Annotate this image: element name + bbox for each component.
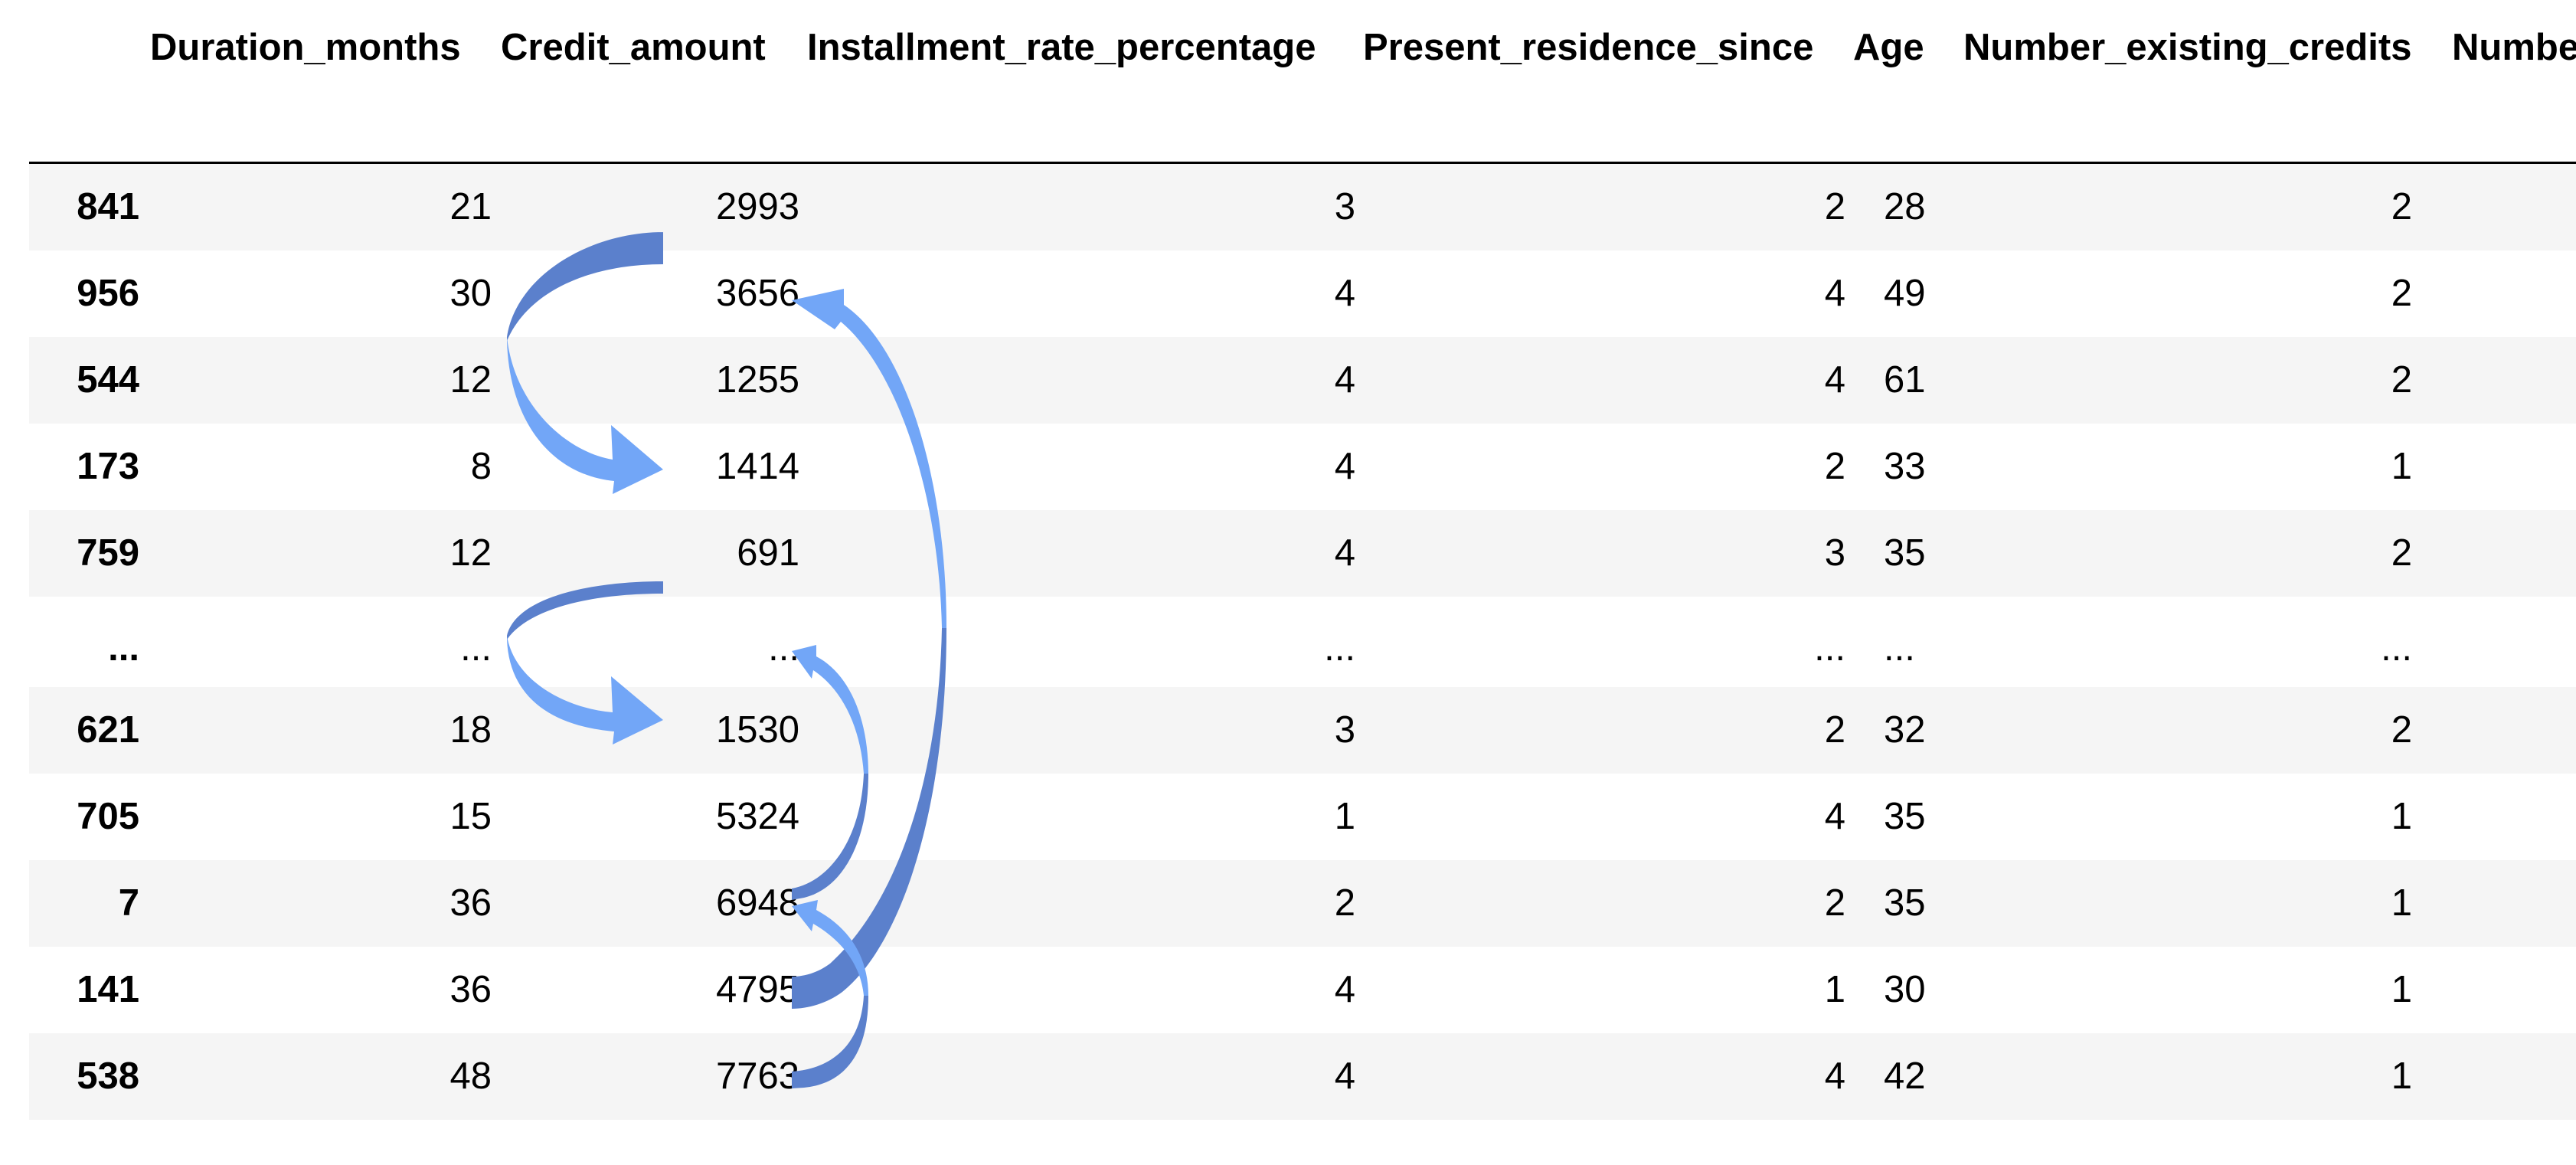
column-header-installment-rate-percentage: Installment_rate_percentage: [807, 27, 1316, 68]
cell-number-existing-credits: ...: [2381, 627, 2412, 669]
cell-age: 28: [1884, 186, 1926, 227]
cell-age: 35: [1884, 882, 1926, 924]
cell-installment-rate-percentage: 3: [1334, 709, 1355, 751]
cell-number-existing-credits: 1: [2391, 882, 2412, 924]
cell-installment-rate-percentage: 4: [1334, 359, 1355, 401]
cell-number-existing-credits: 1: [2391, 1055, 2412, 1097]
cell-credit-amount: 5324: [715, 796, 799, 837]
row-index: 173: [77, 446, 139, 487]
cell-present-residence-since: 4: [1824, 359, 1845, 401]
column-header-number-existing-credits: Number_existing_credits: [1963, 27, 2412, 68]
cell-installment-rate-percentage: 2: [1334, 882, 1355, 924]
cell-present-residence-since: 2: [1824, 882, 1845, 924]
table-row: 173 8 1414 4 2 33 1: [29, 424, 2576, 510]
cell-credit-amount: 3656: [715, 273, 799, 314]
cell-duration-months: 21: [449, 186, 492, 227]
cell-duration-months: 36: [449, 882, 492, 924]
cell-age: 61: [1884, 359, 1926, 401]
cell-duration-months: 12: [449, 359, 492, 401]
table-row: 621 18 1530 3 2 32 2: [29, 687, 2576, 774]
cell-duration-months: 48: [449, 1055, 492, 1097]
cell-present-residence-since: 1: [1824, 969, 1845, 1010]
table-row: 141 36 4795 4 1 30 1: [29, 947, 2576, 1033]
table-row: 841 21 2993 3 2 28 2: [29, 164, 2576, 250]
cell-duration-months: 18: [449, 709, 492, 751]
cell-duration-months: 36: [449, 969, 492, 1010]
cell-credit-amount: ...: [768, 627, 799, 669]
row-index: 841: [77, 186, 139, 227]
table-row: 705 15 5324 1 4 35 1: [29, 774, 2576, 860]
cell-credit-amount: 1414: [715, 446, 799, 487]
row-index: 759: [77, 532, 139, 574]
cell-credit-amount: 2993: [715, 186, 799, 227]
cell-credit-amount: 691: [737, 532, 799, 574]
cell-age: 35: [1884, 796, 1926, 837]
cell-credit-amount: 7763: [715, 1055, 799, 1097]
row-index: 7: [118, 882, 139, 924]
cell-present-residence-since: 2: [1824, 709, 1845, 751]
cell-age: 49: [1884, 273, 1926, 314]
column-header-duration-months: Duration_months: [150, 27, 461, 68]
row-index: 621: [77, 709, 139, 751]
row-index: 705: [77, 796, 139, 837]
cell-age: 33: [1884, 446, 1926, 487]
column-header-credit-amount: Credit_amount: [501, 27, 766, 68]
cell-installment-rate-percentage: 4: [1334, 1055, 1355, 1097]
cell-age: ...: [1884, 627, 1915, 669]
column-header-number-truncated: Numbe: [2452, 27, 2576, 68]
cell-duration-months: 12: [449, 532, 492, 574]
cell-number-existing-credits: 1: [2391, 796, 2412, 837]
header-divider: [29, 162, 2576, 164]
cell-number-existing-credits: 2: [2391, 532, 2412, 574]
cell-duration-months: 30: [449, 273, 492, 314]
cell-installment-rate-percentage: 4: [1334, 969, 1355, 1010]
cell-credit-amount: 4795: [715, 969, 799, 1010]
cell-duration-months: ...: [460, 627, 492, 669]
cell-installment-rate-percentage: 4: [1334, 273, 1355, 314]
cell-installment-rate-percentage: 3: [1334, 186, 1355, 227]
cell-age: 30: [1884, 969, 1926, 1010]
cell-duration-months: 8: [470, 446, 492, 487]
cell-number-existing-credits: 2: [2391, 273, 2412, 314]
cell-installment-rate-percentage: 4: [1334, 446, 1355, 487]
cell-present-residence-since: 3: [1824, 532, 1845, 574]
table-row: 7 36 6948 2 2 35 1: [29, 860, 2576, 947]
cell-present-residence-since: 4: [1824, 1055, 1845, 1097]
cell-number-existing-credits: 2: [2391, 359, 2412, 401]
cell-present-residence-since: 2: [1824, 186, 1845, 227]
cell-installment-rate-percentage: 4: [1334, 532, 1355, 574]
cell-credit-amount: 1530: [715, 709, 799, 751]
cell-present-residence-since: 4: [1824, 796, 1845, 837]
table-row: 544 12 1255 4 4 61 2: [29, 337, 2576, 424]
row-index: 538: [77, 1055, 139, 1097]
cell-installment-rate-percentage: ...: [1324, 627, 1355, 669]
cell-number-existing-credits: 2: [2391, 186, 2412, 227]
table-row-ellipsis: ... ... ... ... ... ... ...: [29, 605, 2576, 692]
table-row: 538 48 7763 4 4 42 1: [29, 1033, 2576, 1120]
cell-present-residence-since: 4: [1824, 273, 1845, 314]
column-header-age: Age: [1853, 27, 1924, 68]
row-index: 956: [77, 273, 139, 314]
cell-duration-months: 15: [449, 796, 492, 837]
row-index: 141: [77, 969, 139, 1010]
row-index: ...: [108, 627, 139, 669]
cell-credit-amount: 1255: [715, 359, 799, 401]
cell-installment-rate-percentage: 1: [1334, 796, 1355, 837]
cell-number-existing-credits: 1: [2391, 446, 2412, 487]
cell-age: 35: [1884, 532, 1926, 574]
row-index: 544: [77, 359, 139, 401]
cell-age: 42: [1884, 1055, 1926, 1097]
cell-credit-amount: 6948: [715, 882, 799, 924]
cell-present-residence-since: ...: [1814, 627, 1845, 669]
table-row: 759 12 691 4 3 35 2: [29, 510, 2576, 597]
cell-number-existing-credits: 2: [2391, 709, 2412, 751]
column-header-present-residence-since: Present_residence_since: [1363, 27, 1814, 68]
cell-number-existing-credits: 1: [2391, 969, 2412, 1010]
cell-age: 32: [1884, 709, 1926, 751]
table-row: 956 30 3656 4 4 49 2: [29, 250, 2576, 337]
cell-present-residence-since: 2: [1824, 446, 1845, 487]
